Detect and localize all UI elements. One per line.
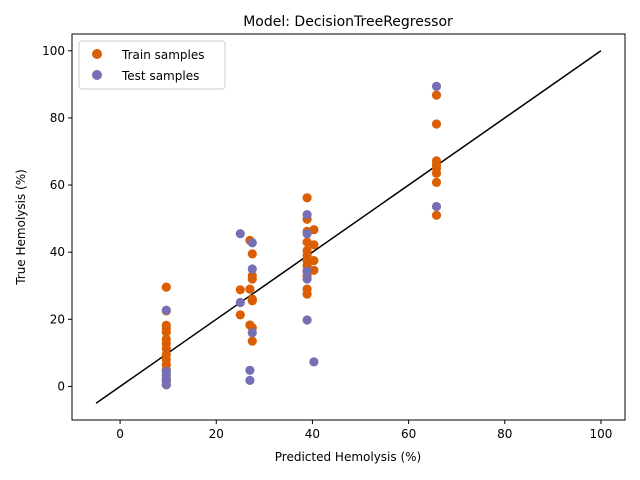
point-train — [309, 240, 319, 250]
axes-frame — [71, 33, 626, 421]
legend-marker-test — [92, 70, 102, 80]
point-train — [235, 285, 245, 295]
point-test — [161, 305, 171, 315]
y-tick-label: 80 — [50, 111, 65, 125]
y-tick-label: 40 — [50, 245, 65, 259]
point-test — [245, 375, 255, 385]
x-tick-label: 20 — [209, 427, 224, 441]
point-test — [161, 380, 171, 390]
point-test — [431, 201, 442, 212]
point-train — [431, 210, 442, 220]
legend-label-train: Train samples — [121, 48, 205, 62]
point-train — [431, 177, 442, 187]
point-train — [302, 193, 312, 203]
point-train — [247, 274, 257, 284]
x-tick-label: 40 — [305, 427, 320, 441]
point-train — [247, 296, 257, 306]
x-tick-label: 0 — [116, 427, 124, 441]
y-tick-label: 20 — [50, 312, 65, 326]
x-axis-label: Predicted Hemolysis (%) — [275, 450, 421, 464]
identity-line — [95, 50, 602, 404]
point-train — [161, 282, 171, 292]
point-train — [161, 327, 171, 337]
legend: Train samples Test samples — [78, 40, 226, 90]
x-tick-label: 60 — [401, 427, 416, 441]
point-train — [247, 249, 257, 259]
point-train — [431, 119, 442, 129]
legend-marker-train — [92, 49, 102, 59]
point-train — [235, 310, 245, 320]
point-test — [302, 229, 312, 239]
point-train — [309, 225, 319, 235]
y-tick-label: 60 — [50, 178, 65, 192]
point-test — [247, 264, 257, 274]
y-axis-ticks: 0 20 40 60 80 100 — [42, 44, 72, 393]
point-test — [302, 266, 312, 276]
point-test — [247, 238, 257, 248]
point-test — [235, 297, 245, 308]
point-test — [309, 357, 319, 367]
x-axis-ticks: 0 20 40 60 80 100 — [116, 420, 612, 441]
plot-area — [71, 33, 626, 421]
point-train — [302, 289, 312, 299]
y-tick-label: 0 — [57, 379, 65, 393]
point-train — [245, 284, 255, 294]
point-test — [245, 365, 255, 375]
point-train — [247, 336, 257, 346]
y-axis-label: True Hemolysis (%) — [14, 169, 28, 286]
legend-label-test: Test samples — [121, 69, 199, 83]
points-group — [161, 81, 442, 390]
point-test — [302, 274, 312, 284]
y-tick-label: 100 — [42, 44, 65, 58]
point-test — [235, 229, 245, 239]
x-tick-label: 100 — [590, 427, 613, 441]
point-train — [431, 168, 442, 178]
x-tick-label: 80 — [497, 427, 512, 441]
point-test — [302, 210, 312, 220]
reference-line-group — [95, 50, 602, 404]
point-test — [302, 315, 312, 325]
point-test — [431, 81, 442, 91]
point-train — [431, 90, 442, 100]
legend-box — [78, 40, 226, 90]
chart-title: Model: DecisionTreeRegressor — [243, 14, 453, 30]
point-train — [309, 265, 319, 275]
point-train — [309, 256, 319, 266]
point-test — [247, 328, 257, 338]
